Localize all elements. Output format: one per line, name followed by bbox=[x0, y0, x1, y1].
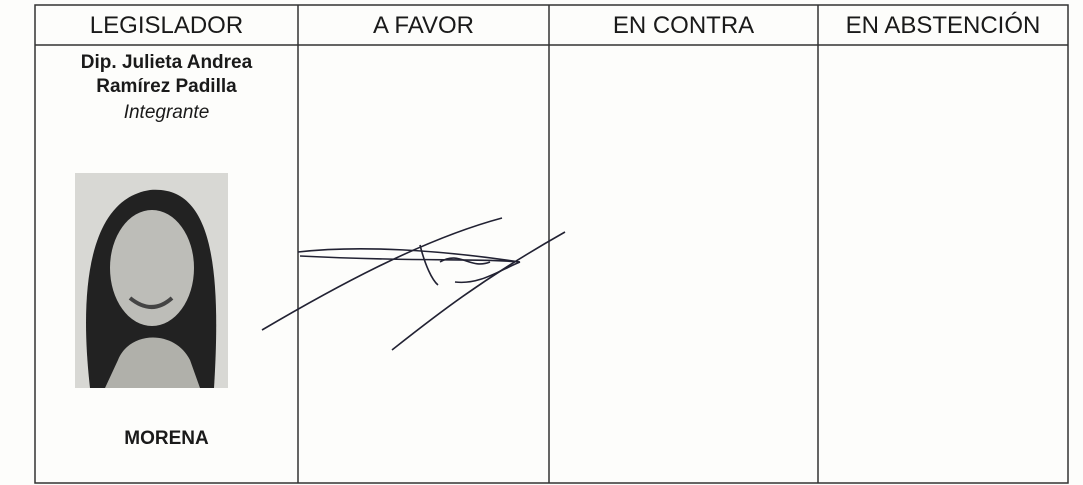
legislator-role: Integrante bbox=[123, 102, 210, 123]
photo bbox=[75, 173, 228, 388]
legislator-name: Ramírez Padilla bbox=[96, 76, 237, 97]
header-cell: EN CONTRA bbox=[612, 12, 755, 39]
legislator-party: MORENA bbox=[124, 428, 209, 449]
header-cell: A FAVOR bbox=[373, 12, 474, 39]
header-cell: LEGISLADOR bbox=[89, 12, 244, 39]
signature bbox=[261, 217, 566, 351]
legislator-name: Dip. Julieta Andrea bbox=[80, 52, 253, 73]
header-cell: EN ABSTENCIÓN bbox=[845, 12, 1041, 39]
